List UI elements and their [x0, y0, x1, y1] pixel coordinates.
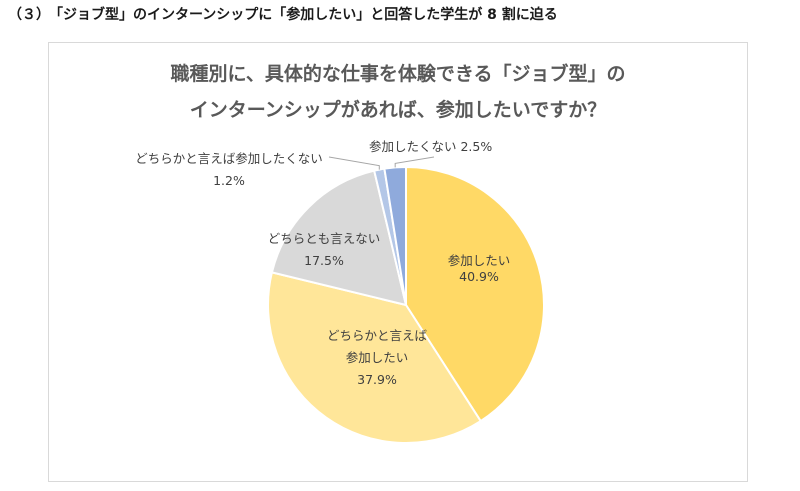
- slice-label-1-1: 参加したい: [346, 350, 409, 365]
- slice-label-2-0: どちらとも言えない: [268, 231, 381, 246]
- section-heading-text: 「ジョブ型」のインターンシップに「参加したい」と回答した学生が 8 割に迫る: [56, 7, 558, 23]
- slice-value-2: 17.5%: [304, 253, 344, 268]
- slice-value-0: 40.9%: [459, 269, 499, 284]
- slice-value-1: 37.9%: [357, 372, 397, 387]
- section-heading: （３） 「ジョブ型」のインターンシップに「参加したい」と回答した学生が 8 割に迫…: [8, 4, 558, 24]
- leader-line-3: [328, 156, 380, 170]
- section-number: （３）: [8, 7, 50, 23]
- slice-label-4: 参加したくない 2.5%: [369, 139, 492, 154]
- slice-label-3-0: どちらかと言えば参加したくない: [135, 151, 323, 166]
- slice-label-1-0: どちらかと言えば: [327, 328, 428, 343]
- chart-container: 職種別に、具体的な仕事を体験できる「ジョブ型」の インターンシップがあれば、参加…: [48, 42, 748, 482]
- chart-title-line2: インターンシップがあれば、参加したいですか？: [189, 99, 607, 121]
- leader-line-4: [394, 156, 435, 168]
- pie-slice-1: [267, 271, 483, 444]
- pie-chart: 参加したい40.9%どちらかと言えば参加したい37.9%どちらとも言えない17.…: [135, 139, 545, 444]
- chart-title-line1: 職種別に、具体的な仕事を体験できる「ジョブ型」の: [170, 63, 626, 85]
- slice-label-0-0: 参加したい: [448, 253, 511, 268]
- slice-value-3: 1.2%: [213, 173, 245, 188]
- pie-slice-2: [270, 169, 408, 307]
